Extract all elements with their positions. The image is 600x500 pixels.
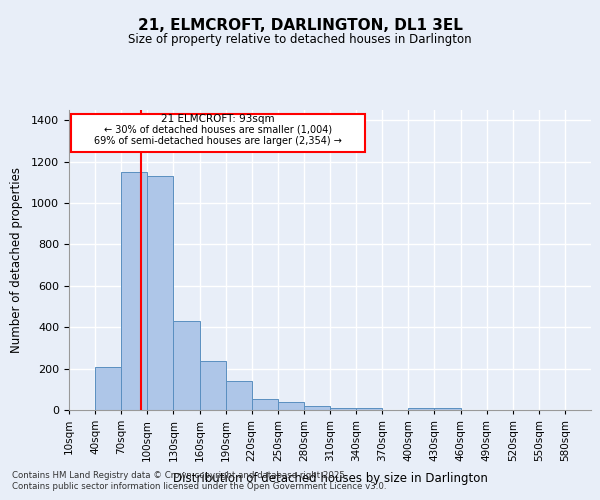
X-axis label: Distribution of detached houses by size in Darlington: Distribution of detached houses by size … [173, 472, 487, 485]
Y-axis label: Number of detached properties: Number of detached properties [10, 167, 23, 353]
Bar [173, 321, 199, 410]
Bar [199, 362, 226, 410]
Bar [304, 406, 330, 410]
Bar [95, 366, 121, 410]
Bar [121, 172, 148, 410]
Text: Contains public sector information licensed under the Open Government Licence v3: Contains public sector information licen… [12, 482, 386, 491]
Bar [148, 176, 173, 410]
Text: ← 30% of detached houses are smaller (1,004): ← 30% of detached houses are smaller (1,… [104, 124, 332, 134]
Bar [434, 408, 461, 410]
Text: 21, ELMCROFT, DARLINGTON, DL1 3EL: 21, ELMCROFT, DARLINGTON, DL1 3EL [137, 18, 463, 32]
Bar [330, 408, 356, 410]
Bar [409, 408, 434, 410]
Bar [278, 402, 304, 410]
FancyBboxPatch shape [71, 114, 365, 152]
Bar [252, 398, 278, 410]
Bar [226, 381, 252, 410]
Text: Size of property relative to detached houses in Darlington: Size of property relative to detached ho… [128, 32, 472, 46]
Text: Contains HM Land Registry data © Crown copyright and database right 2025.: Contains HM Land Registry data © Crown c… [12, 471, 347, 480]
Bar [356, 408, 382, 410]
Text: 21 ELMCROFT: 93sqm: 21 ELMCROFT: 93sqm [161, 114, 275, 124]
Text: 69% of semi-detached houses are larger (2,354) →: 69% of semi-detached houses are larger (… [94, 136, 342, 146]
